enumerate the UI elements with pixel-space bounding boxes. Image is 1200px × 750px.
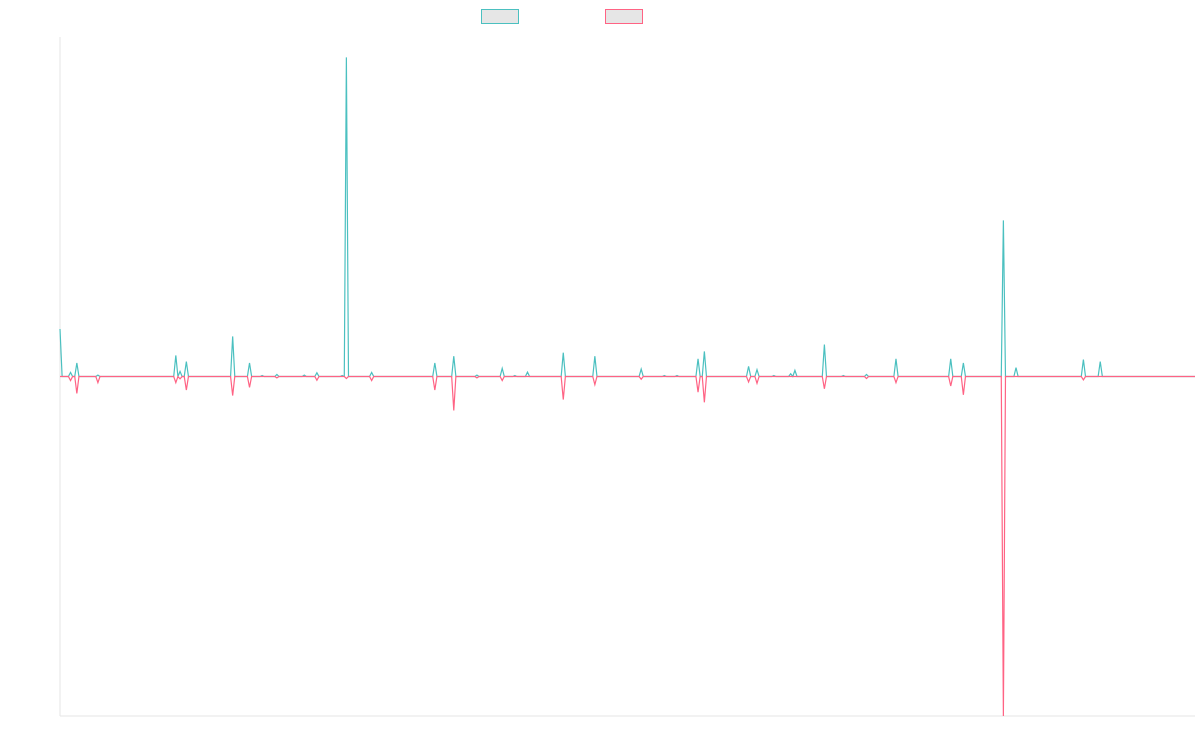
- legend-swatch-series-1[interactable]: [481, 9, 519, 24]
- legend-swatch-series-2[interactable]: [605, 9, 643, 24]
- series-line-1: [59, 57, 1195, 378]
- series-line-2: [60, 375, 1195, 717]
